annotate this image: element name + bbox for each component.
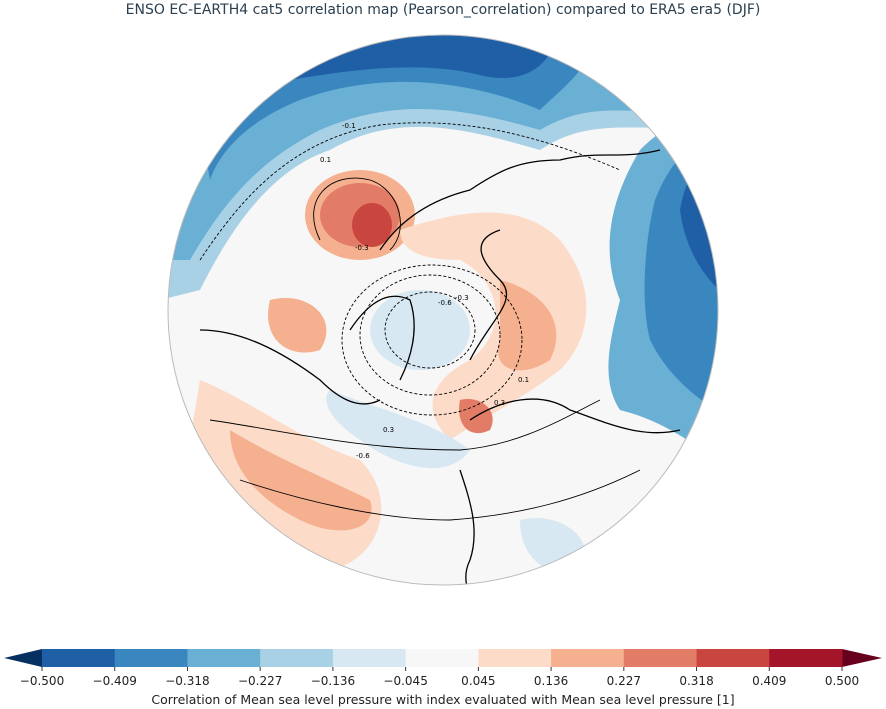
colorbar-bin <box>42 649 116 667</box>
colorbar-tick-label: 0.409 <box>752 674 787 688</box>
colorbar-extend-low <box>4 649 42 667</box>
colorbar <box>4 649 882 671</box>
colorbar-bin <box>623 649 698 667</box>
contour-label: -0.1 <box>342 122 356 130</box>
colorbar-bin <box>260 649 334 667</box>
colorbar-tick-label: 0.045 <box>461 674 496 688</box>
contour-label: -0.6 <box>438 299 452 307</box>
contour-label: 0.1 <box>320 156 331 164</box>
colorbar-bin <box>405 649 479 667</box>
colorbar-bin <box>332 649 407 667</box>
colorbar-bin <box>114 649 188 667</box>
colorbar-tick-label: −0.409 <box>92 674 137 688</box>
contour-label: -0.3 <box>355 244 369 252</box>
colorbar-tick-label: 0.318 <box>679 674 714 688</box>
map-boundary <box>167 34 719 586</box>
contour-label: 0.3 <box>383 426 394 434</box>
contour-label: -0.3 <box>455 294 469 302</box>
colorbar-bin <box>696 649 770 667</box>
plot-title: ENSO EC-EARTH4 cat5 correlation map (Pea… <box>125 2 761 18</box>
colorbar-tick-label: 0.500 <box>824 674 860 688</box>
colorbar-tick-label: −0.227 <box>237 674 283 688</box>
colorbar-tick-label: −0.045 <box>383 674 428 688</box>
contour-label: 0.3 <box>494 399 505 407</box>
polar-map: -0.1 0.1 -0.3 -0.6 -0.3 0.1 0.3 0.3 -0.6 <box>168 35 718 585</box>
colorbar-tick-label: −0.136 <box>310 674 356 688</box>
colorbar-label: Correlation of Mean sea level pressure w… <box>151 692 735 707</box>
colorbar-extend-high <box>842 649 882 667</box>
colorbar-tick-label: −0.318 <box>165 674 210 688</box>
colorbar-bin <box>478 649 552 667</box>
colorbar-tick-label: 0.136 <box>533 674 569 688</box>
contour-label: 0.1 <box>518 376 529 384</box>
colorbar-tick-label: 0.227 <box>606 674 641 688</box>
contour-label: -0.6 <box>356 452 370 460</box>
colorbar-bin <box>769 649 843 667</box>
colorbar-bin <box>551 649 625 667</box>
colorbar-bin <box>187 649 261 667</box>
colorbar-tick-label: −0.500 <box>19 674 65 688</box>
